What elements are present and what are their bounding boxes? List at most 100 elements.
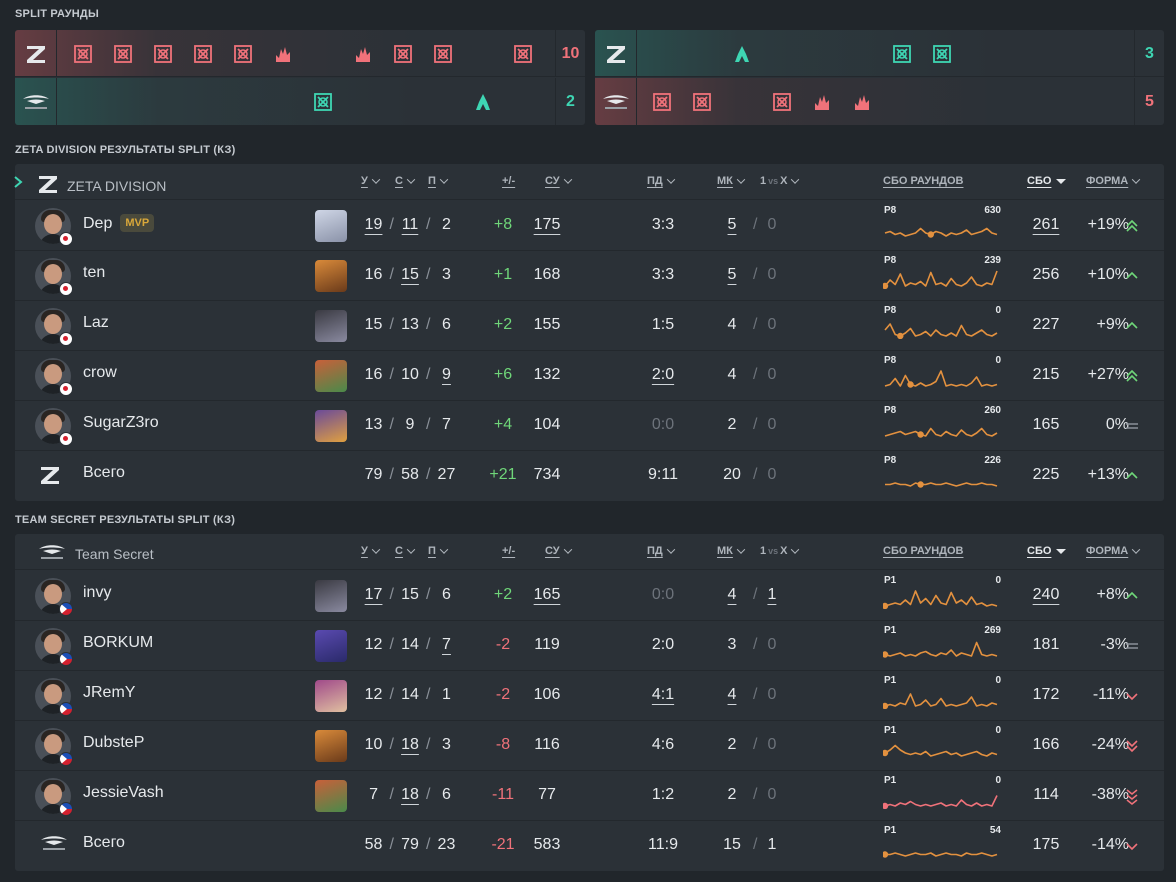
sort-assists-button[interactable]: П [428,175,449,187]
acs-value: 261 [1032,216,1060,233]
header-label: П [428,175,436,187]
sort-deaths-button[interactable]: С [395,175,416,187]
sort-acs-button[interactable]: СБО [1027,545,1067,557]
sparkline-label: P8 [884,405,897,416]
sort-clutch-button[interactable]: 1 vs X [760,545,800,557]
sort-first-kills-button[interactable]: ПД [647,175,675,187]
kills-value: 15 [364,316,383,333]
rounds-acs-sparkline[interactable]: P1 269 [883,623,1003,669]
sort-first-kills-button[interactable]: ПД [647,545,675,557]
player-row[interactable]: JessieVash 7/ 18/ 6 -11 77 1:2 2/0 P1 0 114 -38% [15,771,1164,821]
kda-cell: 7/ 18/ 6 [360,786,460,804]
sort-form-button[interactable]: ФОРМА [1086,545,1141,557]
sort-multikills-button[interactable]: МК [717,545,746,557]
rounds-acs-sparkline[interactable]: P1 0 [883,723,1003,769]
rounds-acs-sparkline[interactable]: P1 0 [883,673,1003,719]
split-row-zeta-2: 3 [595,30,1164,77]
acs-value: 181 [1032,636,1060,653]
kills-value: 19 [364,216,383,233]
adr-value: 175 [533,216,561,233]
deaths-value: 18 [401,786,419,803]
spike-detonated-icon [273,44,293,64]
rounds-acs-sparkline[interactable]: P8 0 [883,303,1003,349]
plus-minus-value: -21 [491,836,515,853]
philippines-flag-icon [59,602,73,616]
sort-adr-button[interactable]: СУ [545,175,572,187]
player-name-cell[interactable]: crow [83,364,117,382]
rounds-acs-sparkline[interactable]: P8 239 [883,253,1003,299]
rounds-acs-sparkline[interactable]: P1 54 [883,823,1003,869]
sparkline-label: P1 [884,575,897,586]
sort-assists-button[interactable]: П [428,545,449,557]
elimination-icon [193,44,213,64]
total-row[interactable]: Всего 58/ 79/ 23 -21 583 11:9 15/1 P1 54 175 -14… [15,821,1164,871]
sparkline-label: P1 [884,675,897,686]
sparkline-max: 0 [995,775,1001,786]
player-name-cell[interactable]: ten [83,264,105,282]
player-row[interactable]: BORKUM 12/ 14/ 7 -2 119 2:0 3/0 P1 269 181 -3% [15,621,1164,671]
expand-arrow-icon[interactable] [13,175,23,189]
player-name-cell[interactable]: BORKUM [83,634,153,652]
header-label: СУ [545,545,560,557]
sparkline-max: 630 [984,205,1001,216]
rounds-acs-sparkline[interactable]: P8 260 [883,403,1003,449]
player-row[interactable]: Dep MVP 19/ 11/ 2 +8 175 3:3 5/0 P8 630 261 +19% [15,201,1164,251]
acs-value: 256 [1032,266,1060,283]
rounds-acs-sparkline[interactable]: P8 630 [883,203,1003,249]
spike-defused-icon [473,92,493,112]
player-row[interactable]: invy 17/ 15/ 6 +2 165 0:0 4/1 P1 0 240 +8% [15,571,1164,621]
player-name-cell[interactable]: JessieVash [83,784,164,802]
sort-clutch-button[interactable]: 1 vs X [760,175,800,187]
first-kills-value: 3:3 [651,216,675,233]
player-name-cell[interactable]: invy [83,584,111,602]
plus-minus-value: -11 [492,786,514,803]
sort-kills-button[interactable]: У [361,545,381,557]
sparkline-max: 54 [989,825,1001,836]
player-name-cell[interactable]: Dep MVP [83,214,155,233]
player-name: DubsteP [83,734,145,751]
player-row[interactable]: ten 16/ 15/ 3 +1 168 3:3 5/0 P8 239 256 +10% [15,251,1164,301]
rounds-acs-header[interactable]: СБО РАУНДОВ [883,175,963,187]
sort-multikills-button[interactable]: МК [717,175,746,187]
col-plus-minus[interactable]: +/- [502,545,515,557]
split-score-secret-2: 5 [1134,78,1164,125]
header-label: 1 [760,175,767,187]
sort-acs-button[interactable]: СБО [1027,175,1067,187]
up-trend-icon [1125,468,1139,484]
header-label: СБО [1027,545,1052,557]
player-row[interactable]: crow 16/ 10/ 9 +6 132 2:0 4/0 P8 0 215 +27% [15,351,1164,401]
adr-value: 116 [534,736,560,753]
elimination-icon [772,92,792,112]
rounds-acs-sparkline[interactable]: P8 226 [883,453,1003,499]
acs-value: 165 [1032,416,1060,433]
chevron-down-icon [666,545,675,554]
player-name-cell[interactable]: Laz [83,314,109,332]
total-row[interactable]: Всего 79/ 58/ 27 +21 734 9:11 20/0 P8 226 225 +1… [15,451,1164,501]
clutches-value: 0 [767,736,777,753]
header-label: ФОРМА [1086,175,1129,187]
sparkline-label: P1 [884,775,897,786]
clutches-value: 0 [767,316,777,333]
player-name-cell[interactable]: SugarZ3ro [83,414,159,432]
col-plus-minus[interactable]: +/- [502,175,515,187]
player-row[interactable]: Laz 15/ 13/ 6 +2 155 1:5 4/0 P8 0 227 +9% [15,301,1164,351]
rounds-acs-sparkline[interactable]: P8 0 [883,353,1003,399]
rounds-acs-sparkline[interactable]: P1 0 [883,773,1003,819]
player-name-cell[interactable]: JRemY [83,684,135,702]
sort-deaths-button[interactable]: С [395,545,416,557]
form-value: 0% [1105,416,1129,433]
sort-kills-button[interactable]: У [361,175,381,187]
player-row[interactable]: DubsteP 10/ 18/ 3 -8 116 4:6 2/0 P1 0 166 -24% [15,721,1164,771]
player-row[interactable]: SugarZ3ro 13/ 9/ 7 +4 104 0:0 2/0 P8 260 165 0% [15,401,1164,451]
triple-down-trend-icon [1125,788,1139,805]
rounds-acs-header[interactable]: СБО РАУНДОВ [883,545,963,557]
sort-form-button[interactable]: ФОРМА [1086,175,1141,187]
multikill-clutch-cell: 4/0 [721,686,797,704]
kills-value: 10 [364,736,383,753]
sort-adr-button[interactable]: СУ [545,545,572,557]
player-avatar [35,678,71,714]
team-secret-logo-icon [39,834,69,857]
rounds-acs-sparkline[interactable]: P1 0 [883,573,1003,619]
player-name-cell[interactable]: DubsteP [83,734,144,752]
player-row[interactable]: JRemY 12/ 14/ 1 -2 106 4:1 4/0 P1 0 172 -11% [15,671,1164,721]
